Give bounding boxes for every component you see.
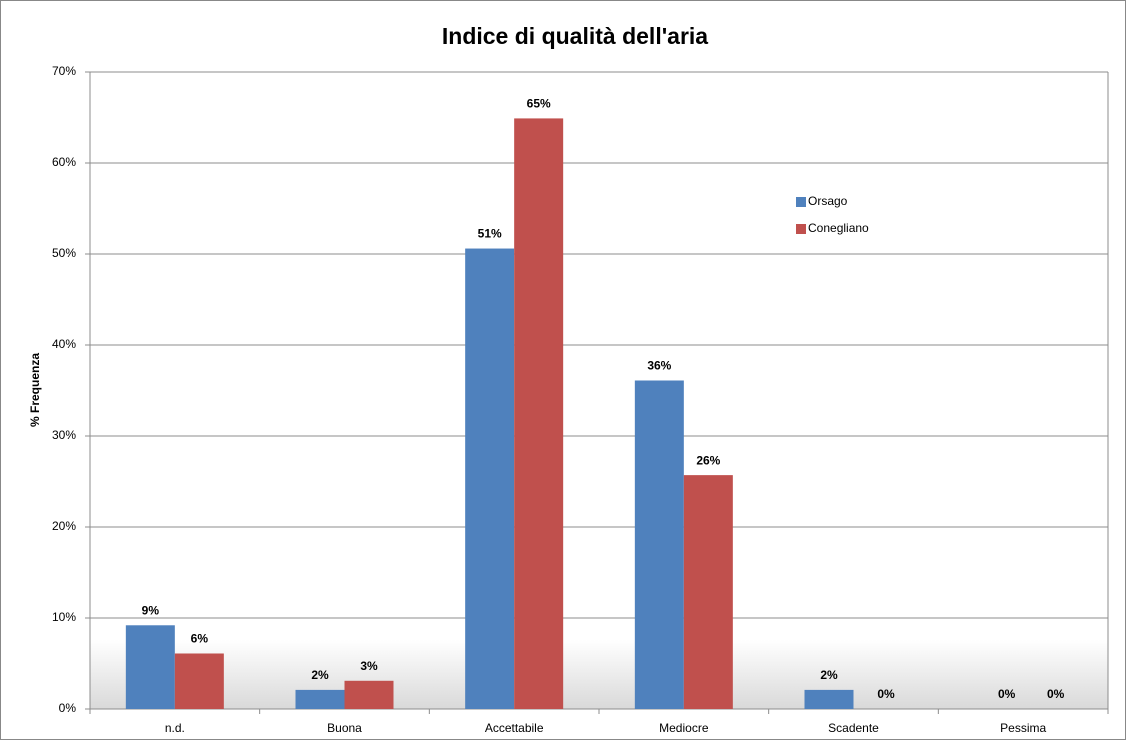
x-tick-label: n.d.	[165, 721, 185, 735]
data-label: 36%	[647, 359, 671, 373]
legend-swatch	[796, 197, 806, 207]
bar	[295, 689, 345, 709]
data-label: 2%	[311, 668, 329, 682]
y-tick-label: 50%	[52, 246, 76, 260]
y-axis-label: % Frequenza	[28, 353, 42, 427]
x-tick-label: Pessima	[1000, 721, 1046, 735]
bar	[683, 475, 733, 709]
x-tick-label: Mediocre	[659, 721, 709, 735]
data-label: 26%	[696, 453, 720, 467]
bar	[465, 248, 515, 710]
x-tick-label: Scadente	[828, 721, 879, 735]
y-tick-label: 30%	[52, 428, 76, 442]
legend-label: Orsago	[808, 194, 848, 208]
legend-swatch	[796, 224, 806, 234]
data-label: 0%	[998, 687, 1016, 701]
data-label: 6%	[191, 632, 209, 646]
bar	[514, 118, 564, 709]
data-label: 2%	[820, 668, 838, 682]
y-tick-label: 40%	[52, 337, 76, 351]
x-tick-label: Accettabile	[485, 721, 544, 735]
bar	[344, 680, 394, 709]
bar	[804, 689, 854, 709]
y-tick-label: 70%	[52, 64, 76, 78]
bar	[634, 380, 684, 709]
data-label: 0%	[1047, 687, 1065, 701]
y-tick-label: 60%	[52, 155, 76, 169]
data-label: 3%	[360, 659, 378, 673]
bar	[174, 653, 224, 709]
data-label: 51%	[478, 227, 502, 241]
data-label: 9%	[142, 603, 160, 617]
y-tick-label: 20%	[52, 519, 76, 533]
x-tick-label: Buona	[327, 721, 362, 735]
y-tick-label: 0%	[59, 701, 77, 715]
chart-title: Indice di qualità dell'aria	[442, 23, 708, 49]
data-label: 65%	[527, 97, 551, 111]
bar	[125, 625, 175, 709]
plot-shade	[90, 640, 1108, 709]
legend-label: Conegliano	[808, 221, 869, 235]
data-label: 0%	[877, 687, 895, 701]
y-tick-label: 10%	[52, 610, 76, 624]
